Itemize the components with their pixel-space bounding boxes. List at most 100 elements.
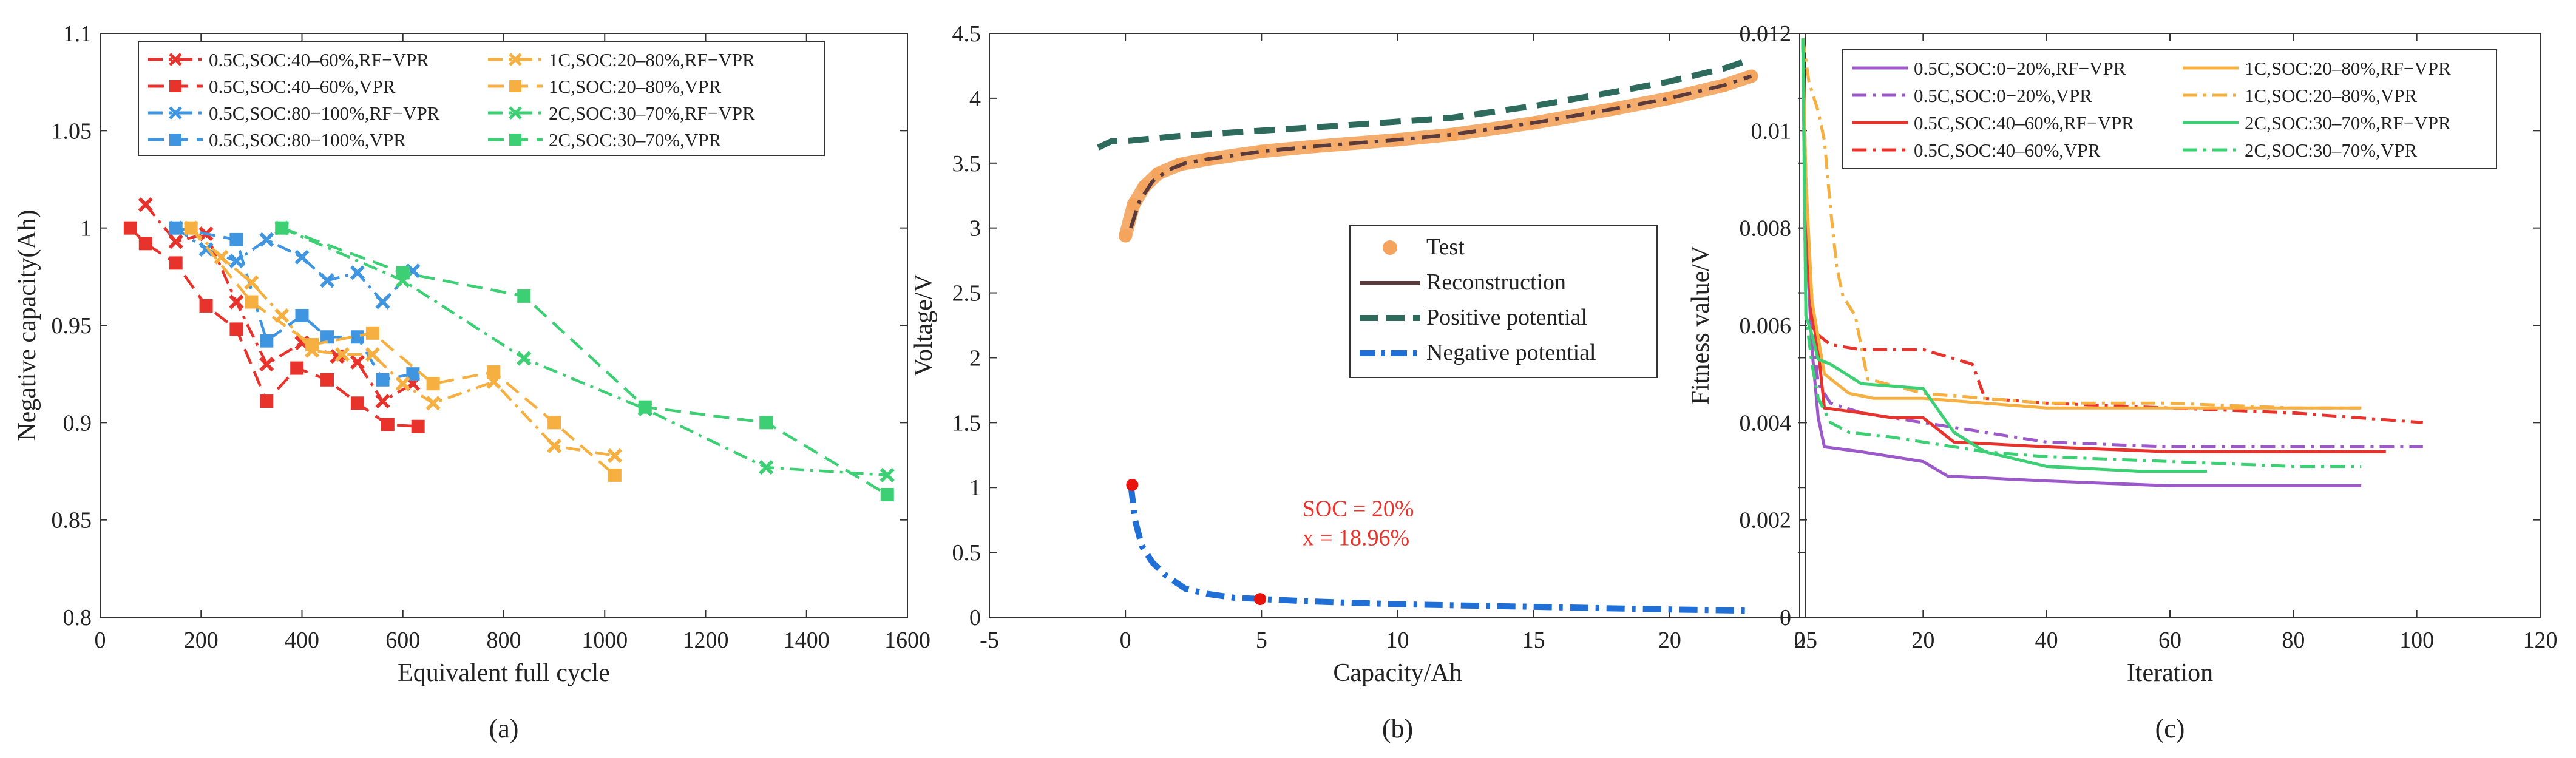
y-tick-label: 0.008: [1740, 216, 1792, 242]
legend-label: 1C,SOC:20–80%,RF−VPR: [549, 49, 755, 70]
y-tick-label: 1: [969, 475, 981, 501]
y-tick-label: 1.5: [952, 410, 981, 436]
series-5: [184, 221, 622, 482]
x-tick-label: 20: [1911, 628, 1934, 653]
series-line: [1801, 38, 2362, 468]
legend: Test Reconstruction Positive potential Nega…: [1349, 225, 1658, 378]
series-1: [1129, 74, 1752, 229]
series-line: [1801, 38, 2207, 473]
series-5: [1801, 38, 2362, 410]
legend-label: 2C,SOC:30–70%,RF−VPR: [2245, 112, 2451, 134]
legend-marker: [169, 106, 182, 120]
legend-item: 0.5C,SOC:40–60%,VPR: [1852, 140, 2101, 161]
series-point: [376, 373, 390, 387]
series-line: [1801, 38, 2362, 410]
legend-item: 2C,SOC:30–70%,VPR: [488, 129, 722, 151]
legend-item: 2C,SOC:30–70%,RF−VPR: [2183, 112, 2451, 134]
y-tick-label: 0.95: [52, 313, 92, 339]
y-tick-label: 2.5: [952, 281, 981, 306]
panel-caption: (a): [489, 714, 519, 743]
x-tick-label: 800: [487, 628, 521, 653]
legend-label: Positive potential: [1426, 305, 1587, 330]
legend-item: 0.5C,SOC:40–60%,RF−VPR: [148, 49, 429, 70]
legend: 0.5C,SOC:40–60%,RF−VPR 0.5C,SOC:40–60%,VP…: [138, 41, 825, 156]
y-tick-label: 0.8: [63, 605, 92, 631]
legend-label: 0.5C,SOC:80−100%,VPR: [209, 129, 406, 151]
legend-marker: [169, 53, 182, 66]
x-tick-label: 200: [184, 628, 219, 653]
x-tick-label: 1000: [581, 628, 628, 653]
legend-label: 2C,SOC:30–70%,VPR: [549, 129, 722, 151]
legend-item: 2C,SOC:30–70%,VPR: [2183, 140, 2418, 161]
y-tick-label: 0.85: [52, 508, 92, 533]
x-axis-label: Iteration: [2127, 659, 2213, 687]
legend-item: 1C,SOC:20–80%,VPR: [2183, 85, 2418, 106]
legend-item: 0.5C,SOC:0−20%,VPR: [1852, 85, 2092, 106]
series-point: [245, 295, 259, 309]
series-0: [1119, 69, 1758, 243]
series-4: [1801, 38, 2362, 410]
legend-label: 1C,SOC:20–80%,VPR: [549, 76, 722, 97]
series-point: [1127, 198, 1141, 212]
series-point: [169, 256, 183, 270]
legend-box: [1842, 49, 2497, 169]
annotation-text: SOC = 20%: [1303, 496, 1414, 521]
series-point: [229, 294, 244, 310]
series-point: [1663, 91, 1676, 105]
x-tick-label: 5: [1256, 628, 1267, 653]
series-point: [214, 249, 229, 265]
legend-box: [138, 41, 825, 156]
series-point: [294, 249, 310, 265]
series-point: [350, 354, 365, 370]
series-1: [123, 221, 425, 433]
x-tick-label: -5: [980, 628, 999, 653]
series-point: [1151, 166, 1165, 180]
legend-item: Negative potential: [1360, 340, 1596, 365]
legend-item: Positive potential: [1360, 305, 1587, 330]
series-point: [375, 294, 390, 310]
x-tick-label: 0: [1794, 628, 1806, 653]
series-point: [547, 438, 562, 453]
series-line: [175, 226, 413, 382]
series-point: [638, 400, 652, 414]
y-tick-label: 4.5: [952, 21, 981, 47]
marked-point: [1254, 593, 1267, 606]
legend-item: 1C,SOC:20–80%,RF−VPR: [2183, 58, 2451, 79]
series-point: [411, 419, 425, 433]
x-axis-label: Capacity/Ah: [1333, 659, 1462, 687]
legend-swatch: [1383, 240, 1397, 255]
y-tick-label: 0.002: [1740, 508, 1792, 533]
series-point: [350, 265, 365, 280]
y-tick-label: 0: [1780, 605, 1791, 631]
legend-marker: [169, 80, 181, 92]
series-point: [229, 322, 243, 336]
series-point: [487, 365, 501, 379]
plot-data: [1801, 38, 2423, 487]
series-point: [517, 351, 532, 366]
y-tick-label: 3: [969, 216, 981, 242]
x-tick-label: 1400: [784, 628, 830, 653]
series-point: [229, 232, 243, 246]
legend-label: 0.5C,SOC:40–60%,RF−VPR: [1914, 112, 2134, 134]
series-point: [275, 221, 289, 235]
y-tick-label: 1.1: [63, 21, 92, 47]
x-tick-label: 1600: [884, 628, 930, 653]
series-point: [1255, 144, 1269, 158]
y-tick-label: 0.012: [1740, 21, 1792, 47]
legend-label: 0.5C,SOC:0−20%,RF−VPR: [1914, 58, 2126, 79]
series-line: [1128, 484, 1752, 614]
y-axis-label: Fitness value/V: [1687, 246, 1715, 405]
legend-item: 0.5C,SOC:80−100%,VPR: [148, 129, 406, 151]
x-tick-label: 25: [1794, 628, 1817, 653]
series-point: [290, 361, 304, 375]
x-tick-label: 600: [385, 628, 420, 653]
series-line: [281, 226, 887, 477]
x-tick-label: 1200: [683, 628, 729, 653]
series-point: [365, 326, 379, 340]
legend-label: 0.5C,SOC:40–60%,VPR: [209, 76, 396, 97]
legend-label: Test: [1426, 234, 1465, 260]
series-point: [396, 266, 410, 280]
x-tick-label: 400: [285, 628, 319, 653]
series-point: [305, 338, 319, 352]
chart-panel-b: -5 0 5 10 15 20 2500.511.522.533.544.5Capacity…: [910, 21, 1817, 743]
